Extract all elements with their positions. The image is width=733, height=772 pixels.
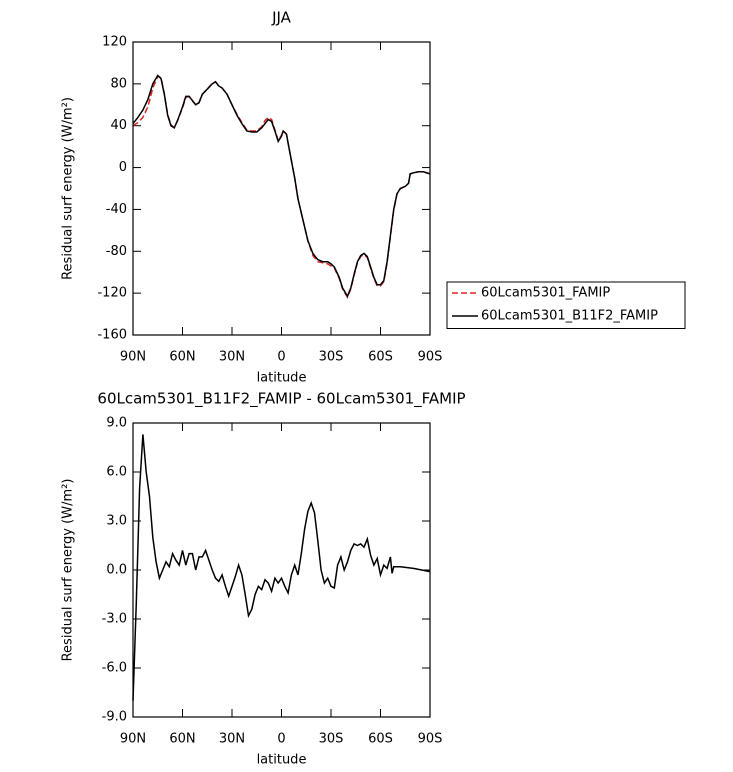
data-line xyxy=(132,74,431,298)
legend-label: 60Lcam5301_FAMIP xyxy=(481,286,610,301)
legend-label: 60Lcam5301_B11F2_FAMIP xyxy=(481,309,658,324)
y-tick-label: -160 xyxy=(97,328,127,343)
data-line xyxy=(132,434,431,701)
y-tick-label: 40 xyxy=(110,118,127,133)
x-tick-label: 90S xyxy=(418,732,443,747)
y-tick-label: 6.0 xyxy=(106,465,127,480)
x-tick-label: 30S xyxy=(319,350,344,365)
y-tick-label: 80 xyxy=(110,76,127,91)
y-tick-label: 9.0 xyxy=(106,416,127,431)
y-tick-label: -3.0 xyxy=(102,612,127,627)
data-line xyxy=(132,75,431,300)
chart-title: 60Lcam5301_B11F2_FAMIP - 60Lcam5301_FAMI… xyxy=(97,390,465,409)
y-tick-label: -80 xyxy=(106,244,127,259)
y-tick-label: 3.0 xyxy=(106,514,127,529)
legend-box xyxy=(446,281,686,329)
x-tick-label: 0 xyxy=(277,350,285,365)
y-axis-label: Residual surf energy (W/m²) xyxy=(61,97,76,280)
chart-title: JJA xyxy=(271,9,292,27)
x-tick-label: 0 xyxy=(277,732,285,747)
x-tick-label: 90N xyxy=(120,732,146,747)
y-tick-label: -120 xyxy=(97,286,127,301)
y-tick-label: 0 xyxy=(119,160,127,175)
plot-frame xyxy=(132,41,431,336)
y-tick-label: 120 xyxy=(102,35,127,50)
x-tick-label: 90N xyxy=(120,350,146,365)
x-axis-label: latitude xyxy=(257,371,307,386)
x-tick-label: 30N xyxy=(219,732,245,747)
x-tick-label: 90S xyxy=(418,350,443,365)
y-tick-label: -9.0 xyxy=(102,710,127,725)
x-axis-label: latitude xyxy=(257,753,307,768)
x-tick-label: 30S xyxy=(319,732,344,747)
y-tick-label: -40 xyxy=(106,202,127,217)
x-tick-label: 60S xyxy=(368,732,393,747)
plot-frame xyxy=(132,422,431,718)
y-tick-label: -6.0 xyxy=(102,661,127,676)
x-tick-label: 60N xyxy=(169,350,195,365)
x-tick-label: 30N xyxy=(219,350,245,365)
x-tick-label: 60N xyxy=(169,732,195,747)
x-tick-label: 60S xyxy=(368,350,393,365)
y-tick-label: 0.0 xyxy=(106,563,127,578)
y-axis-label: Residual surf energy (W/m²) xyxy=(61,479,76,662)
